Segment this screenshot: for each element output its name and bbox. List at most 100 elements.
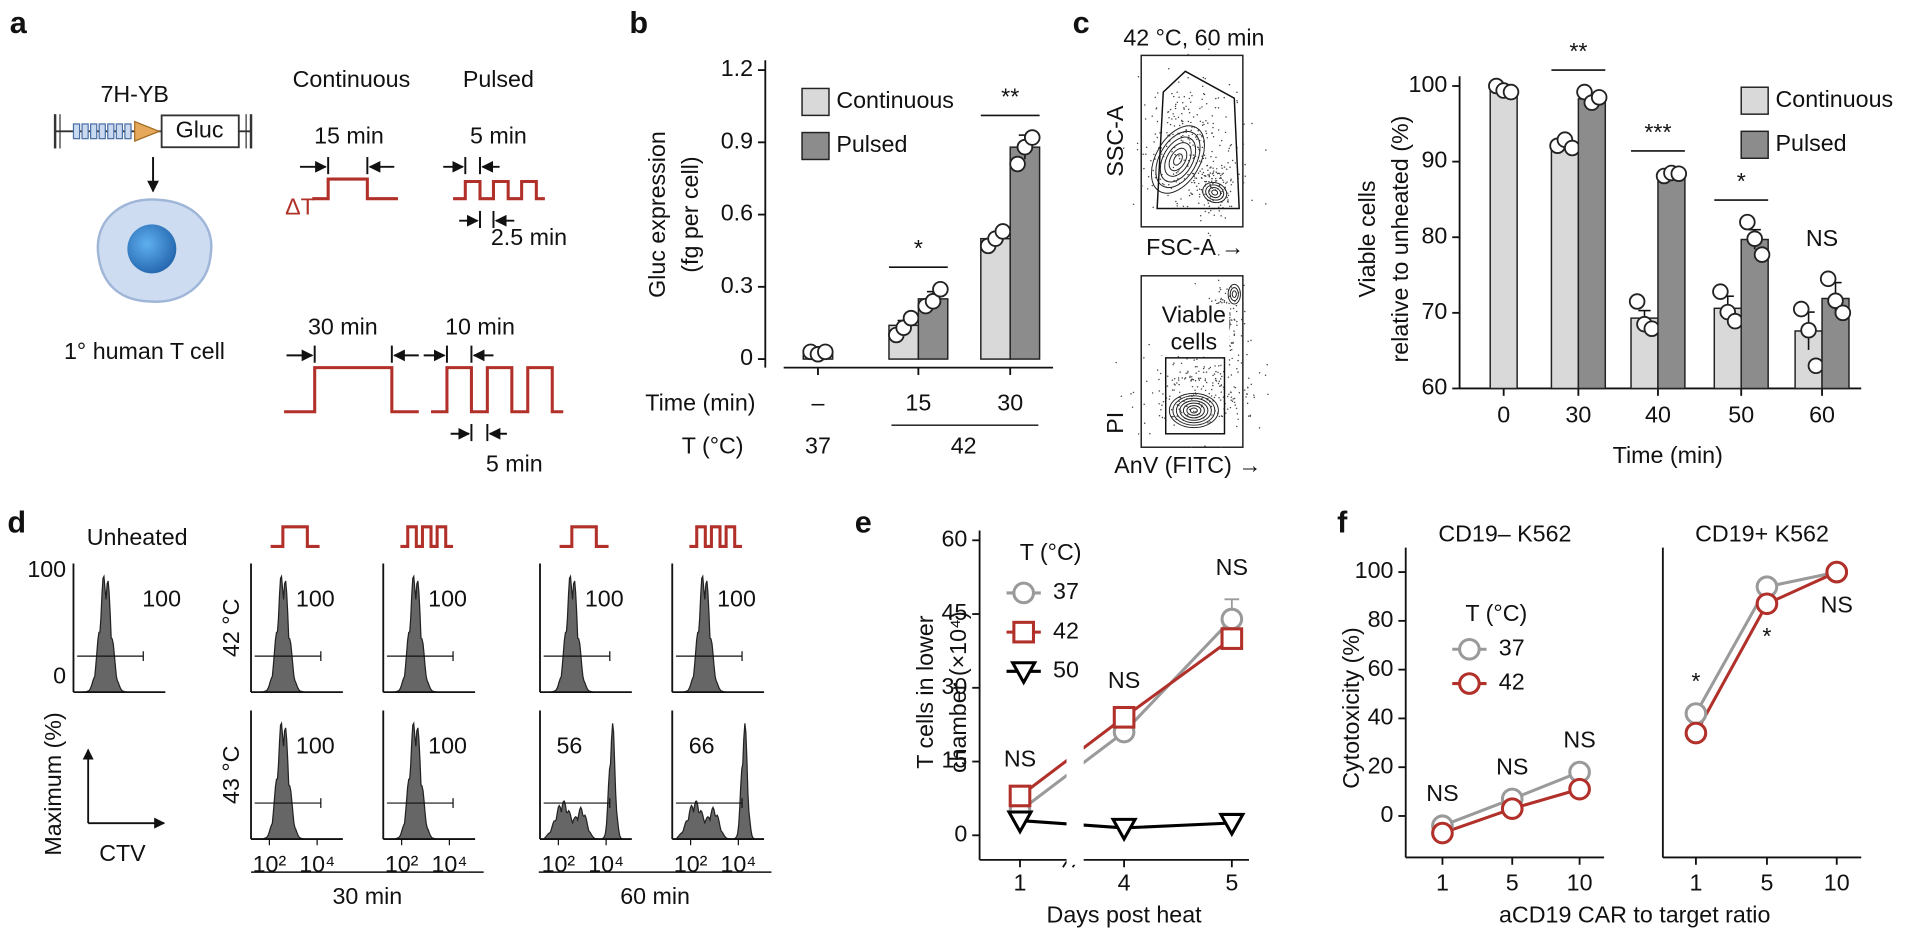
flow-event [1189, 142, 1191, 144]
flow-event [1176, 205, 1178, 207]
flow-event [1202, 171, 1205, 174]
flow-event [1189, 154, 1191, 156]
flow-event [1156, 120, 1159, 123]
flow-event [1230, 323, 1232, 326]
flow-event [1219, 300, 1222, 303]
flow-event [1193, 181, 1196, 184]
flow-event [1212, 174, 1215, 177]
flow-event [1177, 377, 1180, 379]
flow-event [1214, 377, 1217, 380]
flow-event [1169, 123, 1172, 126]
flow-event [1205, 381, 1208, 384]
flow-event [1228, 364, 1231, 366]
duration-label: 10 min [445, 314, 515, 340]
y-tick-label: 80 [1421, 222, 1447, 248]
gene-box [160, 114, 240, 149]
data-point [1643, 320, 1661, 337]
chart-title: CD19– K562 [1438, 521, 1571, 547]
flow-event [1183, 96, 1186, 98]
flow-event [1198, 377, 1200, 379]
flow-event [1237, 418, 1239, 421]
data-point [1590, 89, 1608, 106]
x-tick-label: 30 [1565, 402, 1591, 428]
flow-event [1158, 390, 1161, 392]
flow-event [1215, 180, 1218, 182]
flow-contour [1179, 400, 1209, 421]
flow-event [1225, 412, 1227, 414]
flow-event [1177, 116, 1180, 119]
flow-event [1131, 406, 1134, 408]
data-point [1502, 83, 1520, 101]
histogram-value: 100 [428, 732, 467, 758]
flow-event [1238, 173, 1240, 176]
flow-event [1219, 288, 1222, 291]
flow-event [1204, 378, 1207, 380]
flow-event [1202, 76, 1205, 79]
bar [1657, 173, 1686, 390]
y-tick-label: 0 [1381, 801, 1394, 827]
flow-event [1216, 172, 1219, 175]
flow-event [1229, 316, 1231, 319]
flow-event [1253, 394, 1255, 396]
flow-event [1199, 377, 1202, 380]
flow-event [1171, 118, 1173, 120]
flow-event [1235, 407, 1238, 410]
gate-label-bg [1158, 303, 1230, 356]
flow-event [1190, 376, 1193, 378]
flow-axis-label: SSC-A [1102, 105, 1128, 177]
flow-axis-label: FSC-A → [1146, 234, 1244, 260]
flow-event [1183, 108, 1185, 110]
flow-event [1210, 156, 1212, 158]
flow-event [1211, 177, 1213, 180]
flow-event [1187, 120, 1190, 123]
data-point [1008, 784, 1032, 808]
flow-event [1219, 174, 1222, 177]
flow-event [1229, 406, 1232, 409]
flow-event [1223, 166, 1226, 168]
flow-event [1187, 108, 1190, 111]
flow-event [1191, 133, 1194, 136]
flow-event [1191, 385, 1194, 388]
flow-event [1209, 235, 1212, 237]
flow-event [1143, 403, 1145, 406]
flow-event [1165, 145, 1168, 148]
flow-event [1211, 388, 1213, 391]
flow-event [1202, 371, 1205, 374]
flow-event [1230, 178, 1232, 180]
y-tick-label: 45 [941, 599, 967, 625]
flow-event [1230, 319, 1232, 321]
chart-title: CD19+ K562 [1695, 521, 1829, 547]
bar [1550, 143, 1580, 390]
flow-event [1212, 136, 1215, 138]
flow-event [1161, 416, 1164, 419]
duration-arrows [286, 157, 515, 442]
x-tick-label: 1 [1436, 870, 1449, 896]
flow-event [1190, 101, 1192, 103]
flow-event [1264, 374, 1267, 377]
flow-event [1213, 396, 1216, 399]
flow-event [1166, 121, 1169, 124]
legend-label: 37 [1053, 578, 1079, 604]
flow-event [1147, 175, 1150, 178]
flow-event [1199, 170, 1201, 172]
flow-event [1188, 97, 1191, 100]
flow-event [1201, 85, 1204, 88]
pulsed-wave [431, 366, 564, 414]
flow-event [1230, 179, 1232, 182]
flow-event [1215, 97, 1217, 100]
flow-event [1247, 386, 1249, 389]
flow-event [1194, 177, 1196, 179]
y-tick-label: 60 [1368, 655, 1394, 681]
flow-event [1215, 177, 1217, 180]
flow-event [1236, 101, 1239, 104]
flow-event [1220, 391, 1222, 393]
x-tick-label: 50 [1728, 402, 1754, 428]
flow-event [1196, 113, 1199, 116]
flow-event [1201, 135, 1203, 138]
data-point [1220, 627, 1244, 650]
flow-event [1237, 371, 1239, 373]
flow-event [1233, 319, 1236, 321]
flow-event [1168, 117, 1170, 119]
flow-event [1172, 363, 1174, 366]
flow-event [1122, 147, 1125, 149]
